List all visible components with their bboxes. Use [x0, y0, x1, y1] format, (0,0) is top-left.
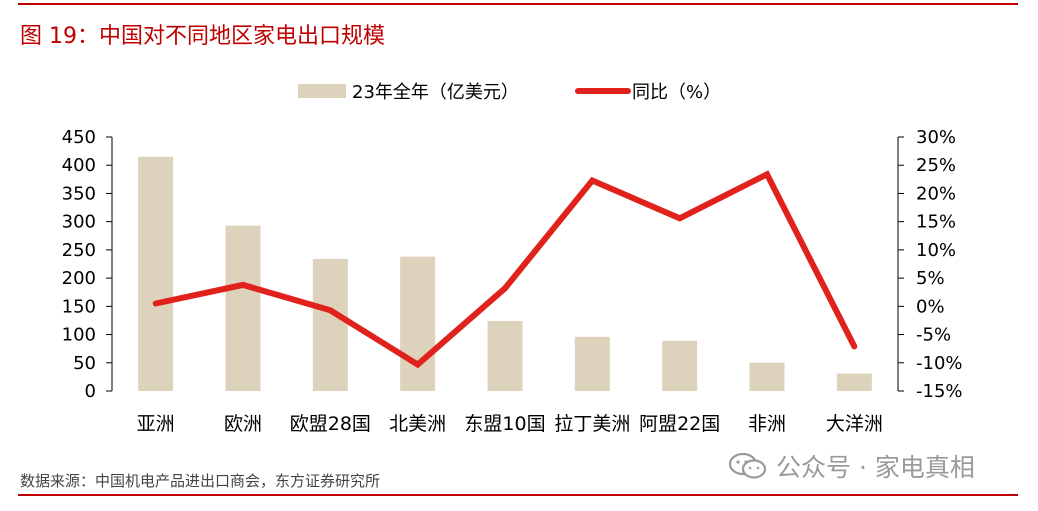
- y-right-tick-label: 15%: [916, 212, 956, 233]
- legend: 23年全年（亿美元） 同比（%）: [298, 82, 721, 103]
- y-right-tick-label: 30%: [916, 127, 956, 148]
- legend-bar-swatch: [298, 84, 346, 98]
- y-right-tick-label: -15%: [916, 381, 963, 402]
- x-axis-labels: 亚洲 欧洲 欧盟28国 北美洲 东盟10国 拉丁美洲 阿盟22国 非洲 大洋洲: [137, 413, 883, 435]
- y-left-tick-label: 200: [62, 268, 96, 289]
- bar: [400, 256, 436, 391]
- watermark: 公众号 · 家电真相: [728, 448, 975, 484]
- y-right-tick-label: 5%: [916, 268, 945, 289]
- figure-title: 图 19：中国对不同地区家电出口规模: [20, 24, 385, 49]
- x-tick-label: 欧洲: [224, 413, 262, 435]
- x-tick-label: 亚洲: [137, 413, 175, 435]
- y-left-tick-label: 450: [62, 127, 96, 148]
- x-tick-label: 东盟10国: [464, 413, 545, 435]
- bar: [836, 373, 872, 391]
- source-note: 数据来源：中国机电产品进出口商会，东方证券研究所: [20, 472, 381, 490]
- top-rule: [18, 3, 1018, 5]
- bar: [225, 225, 261, 391]
- axes: 450 400 350 300 250 200 150 100 50 0 30% 25% 20% 15% 1…: [62, 127, 963, 402]
- x-tick-label: 大洋洲: [826, 413, 883, 435]
- bar: [138, 156, 174, 391]
- y-left-tick-label: 300: [62, 212, 96, 233]
- wechat-icon: [728, 452, 767, 479]
- bottom-rule: [18, 494, 1018, 496]
- y-left-tick-label: 0: [85, 381, 96, 402]
- y-right-tick-label: -5%: [916, 325, 951, 346]
- bar: [574, 336, 610, 391]
- y-left-tick-label: 150: [62, 296, 96, 317]
- y-left-tick-label: 100: [62, 325, 96, 346]
- x-tick-label: 拉丁美洲: [554, 413, 630, 435]
- bar: [662, 340, 698, 391]
- y-right-tick-label: 20%: [916, 183, 956, 204]
- y-left-tick-label: 50: [73, 353, 96, 374]
- bar: [487, 321, 523, 391]
- watermark-text: 公众号 · 家电真相: [776, 453, 975, 482]
- y-left-tick-label: 250: [62, 240, 96, 261]
- legend-bar-label: 23年全年（亿美元）: [352, 82, 519, 103]
- y-right-tick-label: -10%: [916, 353, 963, 374]
- x-tick-label: 阿盟22国: [639, 413, 720, 435]
- x-tick-label: 北美洲: [389, 413, 446, 435]
- x-tick-label: 欧盟28国: [290, 413, 371, 435]
- bar-series: [138, 156, 872, 391]
- bar: [312, 258, 348, 391]
- y-right-tick-label: 25%: [916, 155, 956, 176]
- x-tick-label: 非洲: [748, 413, 786, 435]
- y-right-tick-label: 10%: [916, 240, 956, 261]
- bar: [749, 362, 785, 391]
- line-series: [152, 170, 858, 369]
- y-left-tick-label: 400: [62, 155, 96, 176]
- y-left-tick-label: 350: [62, 183, 96, 204]
- y-right-tick-label: 0%: [916, 296, 945, 317]
- legend-line-label: 同比（%）: [632, 82, 721, 103]
